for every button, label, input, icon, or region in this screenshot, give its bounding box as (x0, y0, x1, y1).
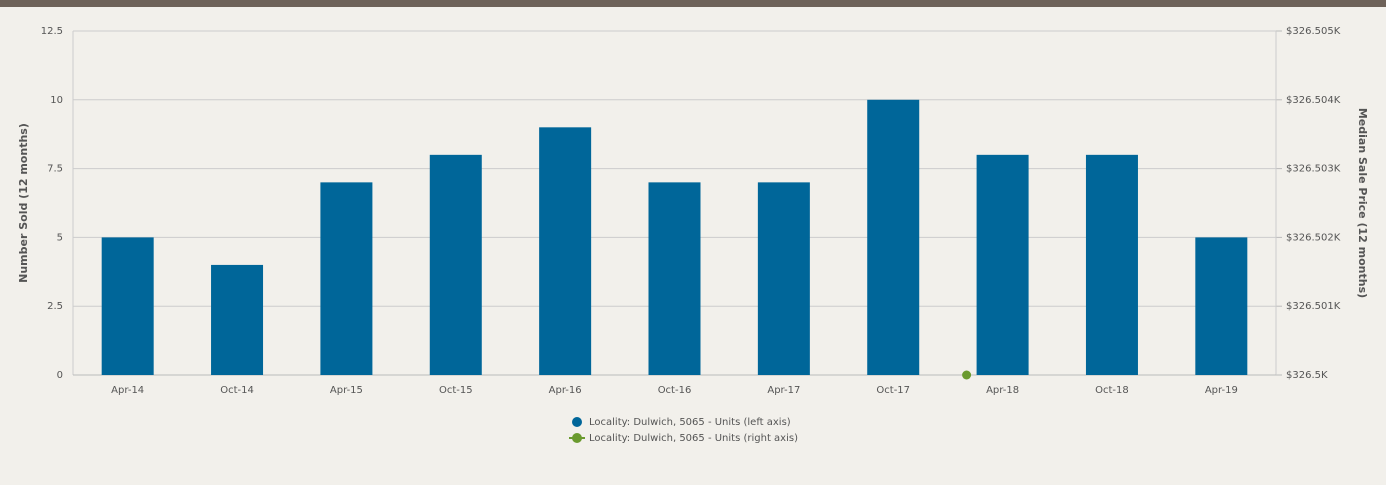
bar (539, 127, 592, 375)
bar (101, 237, 154, 375)
bar (1195, 237, 1248, 375)
y-tick-label: 0 (57, 370, 63, 381)
y2-tick-label: $326.503K (1286, 164, 1341, 175)
top-bar (0, 0, 1386, 7)
x-tick-label: Oct-16 (658, 385, 692, 396)
x-tick-label: Apr-15 (330, 385, 363, 396)
x-tick-label: Oct-18 (1095, 385, 1129, 396)
y-axis-title: Number Sold (12 months) (17, 123, 30, 283)
y2-tick-label: $326.501K (1286, 301, 1341, 312)
x-tick-label: Apr-18 (986, 385, 1019, 396)
legend-label: Locality: Dulwich, 5065 - Units (right a… (589, 433, 798, 444)
point (962, 370, 972, 380)
x-tick-label: Apr-14 (111, 385, 144, 396)
x-tick-label: Oct-15 (439, 385, 473, 396)
y2-tick-label: $326.502K (1286, 232, 1341, 243)
y2-axis-title: Median Sale Price (12 months) (1356, 108, 1369, 298)
bar (320, 182, 373, 375)
bar (211, 264, 264, 375)
legend-label: Locality: Dulwich, 5065 - Units (left ax… (589, 417, 791, 428)
legend-marker (572, 417, 582, 427)
y-tick-label: 7.5 (47, 164, 63, 175)
x-tick-label: Apr-19 (1205, 385, 1238, 396)
y2-tick-label: $326.504K (1286, 95, 1341, 106)
y2-tick-label: $326.505K (1286, 26, 1341, 37)
x-tick-label: Oct-17 (876, 385, 910, 396)
legend-marker (572, 433, 582, 443)
bar (648, 182, 701, 375)
y-tick-label: 12.5 (41, 26, 63, 37)
y-tick-label: 5 (57, 232, 63, 243)
x-tick-label: Oct-14 (220, 385, 254, 396)
y2-tick-label: $326.5K (1286, 370, 1328, 381)
bar (867, 99, 920, 376)
x-tick-label: Apr-16 (549, 385, 582, 396)
x-tick-label: Apr-17 (767, 385, 800, 396)
bar (757, 182, 810, 375)
bar (976, 154, 1029, 375)
y-tick-label: 2.5 (47, 301, 63, 312)
bar (1085, 154, 1138, 375)
bar (429, 154, 482, 375)
y-tick-label: 10 (50, 95, 63, 106)
